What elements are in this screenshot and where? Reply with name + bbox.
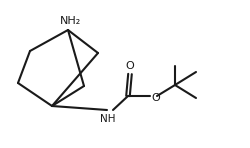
Text: NH₂: NH₂	[60, 16, 81, 26]
Text: O: O	[151, 93, 160, 103]
Text: NH: NH	[100, 114, 116, 124]
Text: O: O	[126, 61, 134, 71]
